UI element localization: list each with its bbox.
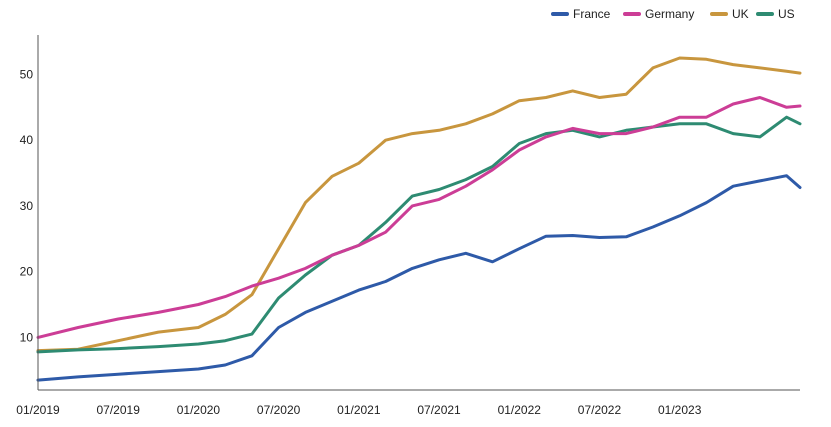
- series-line-germany: [36, 96, 802, 339]
- x-axis-ticks: 01/2019 07/2019 01/2020 07/2020 01/2021 07/20…: [16, 403, 701, 417]
- x-tick-label: 07/2021: [417, 403, 461, 417]
- y-tick-label: 50: [20, 67, 34, 81]
- legend-label-france: France: [573, 7, 611, 21]
- x-tick-label: 01/2023: [658, 403, 702, 417]
- x-tick-label: 07/2019: [97, 403, 141, 417]
- legend: France Germany UK US: [551, 7, 795, 21]
- legend-label-us: US: [778, 7, 795, 21]
- y-tick-label: 40: [20, 133, 34, 147]
- y-tick-label: 30: [20, 199, 34, 213]
- y-tick-label: 20: [20, 265, 34, 279]
- y-axis-ticks: 10 20 30 40 50: [20, 67, 34, 344]
- legend-label-germany: Germany: [645, 7, 694, 21]
- legend-label-uk: UK: [732, 7, 749, 21]
- y-tick-label: 10: [20, 330, 34, 344]
- series-line-us: [36, 115, 802, 354]
- x-tick-label: 01/2021: [337, 403, 381, 417]
- series-line-france: [36, 174, 802, 382]
- series-layer: [36, 56, 802, 382]
- x-tick-label: 01/2019: [16, 403, 60, 417]
- x-tick-label: 01/2022: [498, 403, 542, 417]
- x-tick-label: 07/2022: [578, 403, 622, 417]
- x-tick-label: 07/2020: [257, 403, 301, 417]
- x-tick-label: 01/2020: [177, 403, 221, 417]
- series-line-uk: [36, 56, 802, 353]
